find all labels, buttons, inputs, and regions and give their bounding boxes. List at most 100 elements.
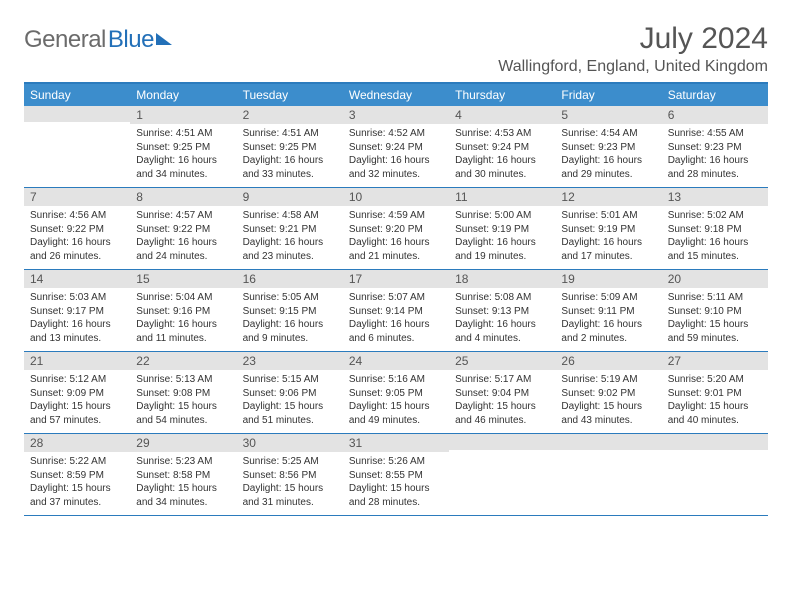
day-line: Sunrise: 5:15 AM [243, 373, 337, 387]
calendar-header-row: SundayMondayTuesdayWednesdayThursdayFrid… [24, 84, 768, 106]
day-number: 18 [449, 270, 555, 288]
calendar-cell: 16Sunrise: 5:05 AMSunset: 9:15 PMDayligh… [237, 270, 343, 352]
calendar-cell: 15Sunrise: 5:04 AMSunset: 9:16 PMDayligh… [130, 270, 236, 352]
day-line: Daylight: 16 hours and 17 minutes. [561, 236, 655, 263]
day-line: Sunrise: 4:56 AM [30, 209, 124, 223]
day-body: Sunrise: 5:15 AMSunset: 9:06 PMDaylight:… [237, 370, 343, 433]
brand-part2: Blue [108, 26, 154, 54]
calendar-cell: 17Sunrise: 5:07 AMSunset: 9:14 PMDayligh… [343, 270, 449, 352]
day-body: Sunrise: 5:23 AMSunset: 8:58 PMDaylight:… [130, 452, 236, 515]
title-block: July 2024 Wallingford, England, United K… [498, 22, 768, 76]
day-line: Sunset: 8:58 PM [136, 469, 230, 483]
day-line: Sunrise: 4:54 AM [561, 127, 655, 141]
day-line: Sunrise: 5:13 AM [136, 373, 230, 387]
day-line: Sunset: 9:17 PM [30, 305, 124, 319]
day-body: Sunrise: 4:54 AMSunset: 9:23 PMDaylight:… [555, 124, 661, 187]
header: General Blue July 2024 Wallingford, Engl… [24, 22, 768, 76]
day-body: Sunrise: 5:17 AMSunset: 9:04 PMDaylight:… [449, 370, 555, 433]
day-line: Daylight: 16 hours and 23 minutes. [243, 236, 337, 263]
day-body: Sunrise: 5:03 AMSunset: 9:17 PMDaylight:… [24, 288, 130, 351]
calendar-cell [449, 434, 555, 516]
day-body: Sunrise: 4:55 AMSunset: 9:23 PMDaylight:… [662, 124, 768, 187]
day-line: Daylight: 16 hours and 11 minutes. [136, 318, 230, 345]
day-body: Sunrise: 5:19 AMSunset: 9:02 PMDaylight:… [555, 370, 661, 433]
day-line: Daylight: 16 hours and 32 minutes. [349, 154, 443, 181]
day-line: Sunset: 9:20 PM [349, 223, 443, 237]
calendar-cell: 30Sunrise: 5:25 AMSunset: 8:56 PMDayligh… [237, 434, 343, 516]
calendar-cell: 7Sunrise: 4:56 AMSunset: 9:22 PMDaylight… [24, 188, 130, 270]
day-line: Sunset: 9:05 PM [349, 387, 443, 401]
day-line: Sunrise: 5:09 AM [561, 291, 655, 305]
calendar-cell: 28Sunrise: 5:22 AMSunset: 8:59 PMDayligh… [24, 434, 130, 516]
day-body: Sunrise: 5:01 AMSunset: 9:19 PMDaylight:… [555, 206, 661, 269]
day-line: Sunrise: 5:16 AM [349, 373, 443, 387]
calendar-cell: 8Sunrise: 4:57 AMSunset: 9:22 PMDaylight… [130, 188, 236, 270]
calendar-cell: 11Sunrise: 5:00 AMSunset: 9:19 PMDayligh… [449, 188, 555, 270]
day-header: Wednesday [343, 84, 449, 106]
day-line: Sunset: 9:08 PM [136, 387, 230, 401]
day-line: Sunset: 9:21 PM [243, 223, 337, 237]
day-line: Sunset: 9:19 PM [561, 223, 655, 237]
day-number: 9 [237, 188, 343, 206]
day-body: Sunrise: 5:26 AMSunset: 8:55 PMDaylight:… [343, 452, 449, 515]
day-line: Daylight: 15 hours and 43 minutes. [561, 400, 655, 427]
day-number: 13 [662, 188, 768, 206]
day-line: Daylight: 16 hours and 29 minutes. [561, 154, 655, 181]
day-number: 8 [130, 188, 236, 206]
day-line: Daylight: 15 hours and 49 minutes. [349, 400, 443, 427]
day-number: 1 [130, 106, 236, 124]
day-body: Sunrise: 5:22 AMSunset: 8:59 PMDaylight:… [24, 452, 130, 515]
day-line: Sunset: 9:02 PM [561, 387, 655, 401]
day-body [555, 450, 661, 500]
day-body: Sunrise: 4:51 AMSunset: 9:25 PMDaylight:… [237, 124, 343, 187]
day-number: 21 [24, 352, 130, 370]
month-title: July 2024 [498, 22, 768, 56]
day-line: Sunrise: 4:59 AM [349, 209, 443, 223]
calendar-cell: 2Sunrise: 4:51 AMSunset: 9:25 PMDaylight… [237, 106, 343, 188]
brand-logo: General Blue [24, 26, 172, 54]
calendar-table: SundayMondayTuesdayWednesdayThursdayFrid… [24, 84, 768, 516]
day-body: Sunrise: 4:59 AMSunset: 9:20 PMDaylight:… [343, 206, 449, 269]
day-line: Sunrise: 5:19 AM [561, 373, 655, 387]
day-number: 17 [343, 270, 449, 288]
day-header: Saturday [662, 84, 768, 106]
day-line: Sunrise: 4:51 AM [243, 127, 337, 141]
day-line: Sunset: 9:19 PM [455, 223, 549, 237]
day-line: Daylight: 15 hours and 31 minutes. [243, 482, 337, 509]
day-line: Sunset: 9:15 PM [243, 305, 337, 319]
day-body: Sunrise: 5:04 AMSunset: 9:16 PMDaylight:… [130, 288, 236, 351]
day-number: 3 [343, 106, 449, 124]
calendar-cell: 19Sunrise: 5:09 AMSunset: 9:11 PMDayligh… [555, 270, 661, 352]
day-line: Daylight: 16 hours and 30 minutes. [455, 154, 549, 181]
day-body: Sunrise: 4:53 AMSunset: 9:24 PMDaylight:… [449, 124, 555, 187]
day-body: Sunrise: 5:16 AMSunset: 9:05 PMDaylight:… [343, 370, 449, 433]
calendar-cell: 18Sunrise: 5:08 AMSunset: 9:13 PMDayligh… [449, 270, 555, 352]
day-line: Daylight: 16 hours and 4 minutes. [455, 318, 549, 345]
day-body: Sunrise: 4:56 AMSunset: 9:22 PMDaylight:… [24, 206, 130, 269]
day-body: Sunrise: 5:00 AMSunset: 9:19 PMDaylight:… [449, 206, 555, 269]
day-number: 26 [555, 352, 661, 370]
day-line: Daylight: 16 hours and 13 minutes. [30, 318, 124, 345]
day-line: Sunrise: 5:11 AM [668, 291, 762, 305]
day-body: Sunrise: 5:20 AMSunset: 9:01 PMDaylight:… [662, 370, 768, 433]
day-line: Sunrise: 5:00 AM [455, 209, 549, 223]
day-body: Sunrise: 5:05 AMSunset: 9:15 PMDaylight:… [237, 288, 343, 351]
day-number: 23 [237, 352, 343, 370]
calendar-cell: 9Sunrise: 4:58 AMSunset: 9:21 PMDaylight… [237, 188, 343, 270]
day-body: Sunrise: 4:58 AMSunset: 9:21 PMDaylight:… [237, 206, 343, 269]
day-line: Sunset: 9:16 PM [136, 305, 230, 319]
day-line: Sunset: 9:09 PM [30, 387, 124, 401]
location-text: Wallingford, England, United Kingdom [498, 58, 768, 76]
day-number: 2 [237, 106, 343, 124]
day-body: Sunrise: 5:09 AMSunset: 9:11 PMDaylight:… [555, 288, 661, 351]
day-line: Sunset: 8:59 PM [30, 469, 124, 483]
calendar-cell: 21Sunrise: 5:12 AMSunset: 9:09 PMDayligh… [24, 352, 130, 434]
day-line: Daylight: 15 hours and 28 minutes. [349, 482, 443, 509]
calendar-cell [662, 434, 768, 516]
calendar-cell: 1Sunrise: 4:51 AMSunset: 9:25 PMDaylight… [130, 106, 236, 188]
day-line: Sunrise: 5:02 AM [668, 209, 762, 223]
day-line: Daylight: 15 hours and 46 minutes. [455, 400, 549, 427]
day-line: Daylight: 16 hours and 6 minutes. [349, 318, 443, 345]
calendar-week-row: 14Sunrise: 5:03 AMSunset: 9:17 PMDayligh… [24, 270, 768, 352]
day-line: Daylight: 16 hours and 33 minutes. [243, 154, 337, 181]
